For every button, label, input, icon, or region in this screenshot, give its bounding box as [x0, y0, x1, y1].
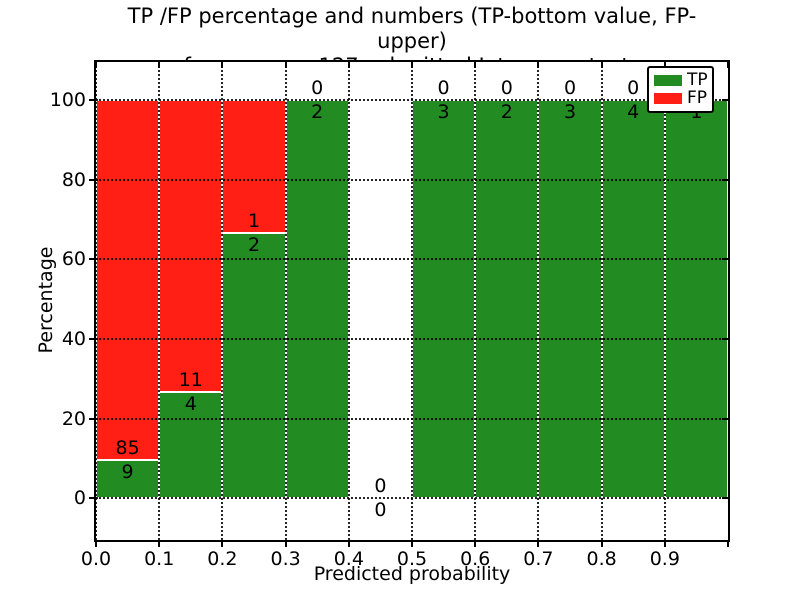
- x-tick-label: 0.4: [333, 548, 364, 570]
- gridline-vertical: [663, 62, 666, 540]
- gridline-vertical: [600, 62, 603, 540]
- x-tick-label: 0.3: [270, 548, 301, 570]
- tick-mark: [221, 540, 224, 547]
- legend: TP FP: [647, 66, 714, 113]
- bar-label-fp: 11: [178, 368, 203, 391]
- tick-mark: [89, 98, 97, 101]
- tick-mark: [474, 540, 477, 547]
- tick-mark: [722, 497, 728, 500]
- tick-mark: [411, 62, 413, 68]
- tick-mark: [411, 540, 413, 547]
- tick-mark: [722, 258, 728, 261]
- bar-label-tp: 9: [121, 461, 134, 484]
- gridline-vertical: [284, 62, 287, 540]
- legend-label-tp: TP: [687, 69, 708, 90]
- tick-mark: [95, 540, 97, 547]
- tick-mark: [600, 540, 603, 547]
- tick-mark: [600, 62, 603, 68]
- bar-label-tp: 2: [311, 100, 324, 123]
- y-tick-label: 60: [61, 248, 86, 271]
- x-tick-label: 0.5: [396, 548, 428, 570]
- legend-item-tp: TP: [654, 69, 708, 90]
- tick-mark: [722, 417, 728, 420]
- bar-label-tp: 4: [184, 392, 197, 415]
- bar-label-fp: 0: [500, 76, 513, 99]
- bar-label-fp: 85: [115, 437, 140, 460]
- tick-mark: [537, 62, 540, 68]
- bar-label-fp: 0: [563, 76, 577, 99]
- y-tick-label: 100: [49, 88, 86, 111]
- tick-mark: [537, 540, 540, 547]
- tick-mark: [663, 62, 666, 68]
- bar-segment-fp: [96, 99, 160, 461]
- chart-title-line1: TP /FP percentage and numbers (TP-bottom…: [127, 4, 697, 53]
- bar-segment-tp: [412, 99, 476, 499]
- bar-segment-tp: [285, 99, 349, 499]
- gridline-vertical: [221, 62, 224, 540]
- tick-mark: [727, 540, 729, 547]
- bar-label-fp: 0: [437, 76, 450, 99]
- tick-mark: [722, 337, 728, 340]
- bar-label-tp: 2: [247, 233, 261, 256]
- gridline-vertical: [411, 62, 413, 540]
- tick-mark: [722, 98, 728, 101]
- fp-color-swatch: [654, 93, 682, 105]
- gridline-vertical: [474, 62, 477, 540]
- bar-segment-tp: [475, 99, 539, 499]
- x-axis-label: Predicted probability: [313, 563, 511, 585]
- y-tick-label: 0: [73, 487, 86, 510]
- tick-mark: [284, 540, 287, 547]
- y-tick-label: 20: [61, 407, 86, 430]
- x-tick-label: 0.1: [144, 548, 175, 570]
- x-tick-label: 0.9: [649, 548, 680, 570]
- legend-item-fp: FP: [654, 90, 707, 107]
- x-tick-label: 0.8: [586, 548, 617, 570]
- bar-segment-tp: [538, 99, 602, 499]
- x-tick-label: 0.2: [207, 548, 238, 570]
- tick-mark: [474, 62, 477, 68]
- tick-mark: [221, 62, 224, 68]
- bar-label-tp: 3: [437, 100, 450, 123]
- tick-mark: [727, 62, 729, 68]
- y-tick-label: 80: [61, 168, 86, 191]
- tick-mark: [158, 540, 161, 547]
- bar-label-fp: 0: [374, 475, 387, 498]
- bar-segment-fp: [159, 99, 223, 392]
- y-tick-label: 40: [61, 327, 86, 350]
- tp-color-swatch: [654, 74, 682, 86]
- bar-label-fp: 0: [311, 76, 324, 99]
- gridline-vertical: [95, 62, 97, 540]
- bar-label-fp: 1: [247, 209, 261, 232]
- tick-mark: [347, 540, 350, 547]
- bar-label-fp: 0: [627, 76, 640, 99]
- gridline-vertical: [158, 62, 161, 540]
- tick-mark: [95, 62, 97, 68]
- bar-segment-tp: [664, 99, 728, 499]
- tick-mark: [663, 540, 666, 547]
- tick-mark: [89, 178, 97, 181]
- x-tick-label: 0.7: [523, 548, 554, 570]
- tick-mark: [722, 178, 728, 181]
- bar-label-tp: 3: [563, 100, 577, 123]
- tick-mark: [284, 62, 287, 68]
- tick-mark: [89, 337, 97, 340]
- legend-label-fp: FP: [687, 88, 708, 109]
- tick-mark: [158, 62, 161, 68]
- bar-label-tp: 2: [500, 100, 513, 123]
- tick-mark: [347, 62, 350, 68]
- gridline-vertical: [537, 62, 540, 540]
- plot-area: 85911412020003020304010.00.10.20.30.40.5…: [50, 60, 730, 569]
- bar-segment-tp: [601, 99, 665, 499]
- x-tick-label: 0.0: [80, 548, 112, 570]
- tick-mark: [89, 417, 97, 420]
- bar-segment-tp: [222, 232, 286, 499]
- gridline-vertical: [347, 62, 350, 540]
- tick-mark: [89, 258, 97, 261]
- x-tick-label: 0.6: [460, 548, 491, 570]
- bar-label-tp: 4: [627, 100, 640, 123]
- tick-mark: [89, 497, 97, 500]
- bar-label-tp: 0: [374, 499, 387, 522]
